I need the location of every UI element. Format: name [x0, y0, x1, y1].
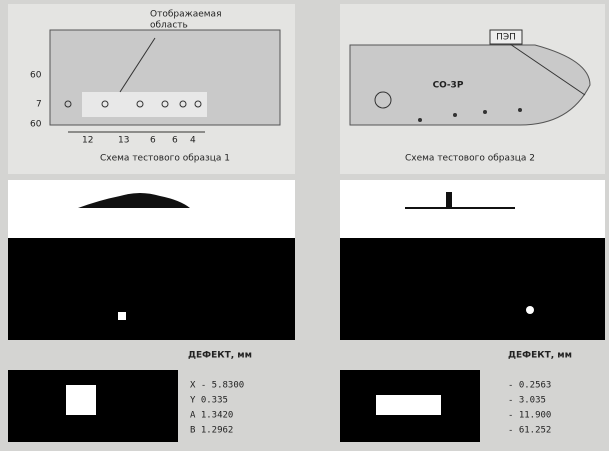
indication	[376, 395, 441, 415]
dim: 4	[190, 136, 196, 146]
caption: Схема тестового образца 2	[405, 154, 535, 164]
label: ПЭП	[496, 33, 516, 43]
indication	[66, 385, 96, 415]
indication	[526, 306, 534, 314]
probe-box	[489, 29, 523, 45]
value: - 11.900	[508, 411, 551, 421]
a-scan	[78, 193, 190, 208]
dim: 60	[30, 120, 42, 130]
value: - 3.035	[508, 396, 546, 406]
hole	[374, 91, 392, 109]
dim: 60	[30, 71, 42, 81]
dim: 6	[150, 136, 156, 146]
label: область	[150, 21, 188, 31]
holes	[64, 100, 202, 108]
value: X - 5.8300	[190, 381, 244, 391]
holes	[418, 108, 522, 122]
heading: ДЕФЕКТ, мм	[508, 351, 572, 361]
b-scan	[8, 238, 295, 340]
specimen	[349, 44, 591, 126]
label: Отображаемая	[150, 10, 222, 20]
indication	[118, 312, 126, 320]
value: A 1.3420	[190, 411, 233, 421]
a-scan-peak	[446, 192, 452, 208]
dim: 12	[82, 136, 93, 146]
value: B 1.2962	[190, 426, 233, 436]
caption: Схема тестового образца 1	[100, 154, 230, 164]
value: Y 0.335	[190, 396, 228, 406]
leader	[119, 37, 156, 93]
heading: ДЕФЕКТ, мм	[188, 351, 252, 361]
value: - 0.2563	[508, 381, 551, 391]
value: - 61.252	[508, 426, 551, 436]
dim: 13	[118, 136, 129, 146]
dim: 6	[172, 136, 178, 146]
dim: 7	[36, 100, 42, 110]
label: СО-3Р	[433, 81, 464, 91]
beam	[509, 43, 586, 96]
display-region	[82, 92, 207, 117]
b-scan	[340, 238, 605, 340]
